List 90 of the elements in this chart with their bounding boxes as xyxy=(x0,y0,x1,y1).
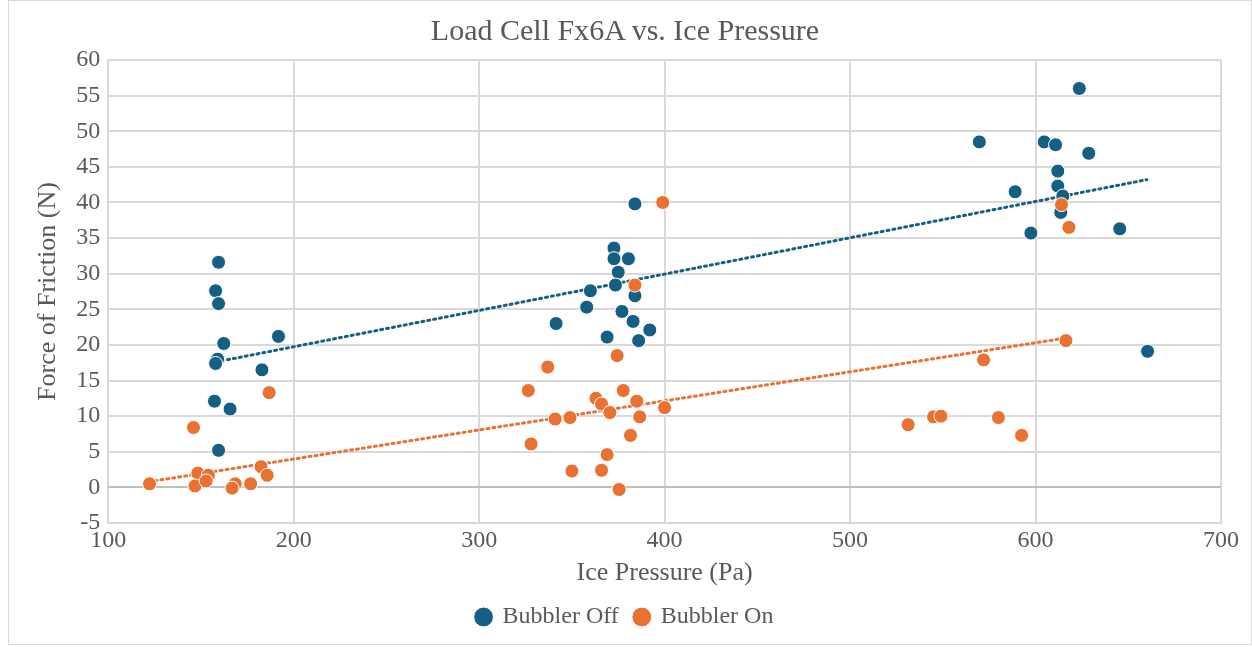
point xyxy=(523,436,539,452)
point xyxy=(211,296,227,312)
point xyxy=(1071,80,1087,96)
point xyxy=(208,283,224,299)
x-tick-label: 700 xyxy=(1203,525,1239,552)
point xyxy=(579,299,595,315)
point xyxy=(1023,225,1039,241)
point xyxy=(606,251,622,267)
point xyxy=(1140,343,1156,359)
point xyxy=(1054,197,1069,213)
point xyxy=(562,410,578,426)
point xyxy=(582,283,598,299)
point xyxy=(211,254,227,270)
point xyxy=(631,333,647,349)
x-tick-label: 400 xyxy=(646,525,683,552)
y-tick-label: 15 xyxy=(76,365,101,392)
point xyxy=(657,400,673,416)
point xyxy=(1014,427,1030,443)
point xyxy=(198,473,214,489)
y-tick-label: 30 xyxy=(76,258,101,285)
x-tick-label: 600 xyxy=(1017,525,1054,552)
point xyxy=(254,362,270,378)
point xyxy=(564,463,580,479)
point xyxy=(602,405,618,421)
point xyxy=(1048,137,1064,153)
point xyxy=(609,348,625,364)
x-tick-label: 500 xyxy=(832,525,869,552)
point xyxy=(632,409,648,425)
point xyxy=(1050,163,1066,179)
y-tick-label: 25 xyxy=(76,294,101,321)
x-axis-title: Ice Pressure (Pa) xyxy=(576,557,753,587)
point xyxy=(599,329,615,345)
point xyxy=(642,322,658,338)
point xyxy=(599,447,615,463)
point xyxy=(620,251,636,267)
point xyxy=(933,408,949,424)
point xyxy=(142,476,158,492)
point xyxy=(547,411,563,427)
y-tick-label: 55 xyxy=(76,80,101,107)
point xyxy=(1112,221,1128,237)
point xyxy=(187,478,203,494)
point xyxy=(610,264,626,280)
point xyxy=(261,385,277,401)
point xyxy=(540,359,556,375)
point xyxy=(607,277,623,293)
y-tick-label: 10 xyxy=(76,401,101,428)
point xyxy=(270,328,286,344)
point xyxy=(625,313,641,329)
point xyxy=(976,352,992,368)
point xyxy=(971,134,987,150)
point xyxy=(1007,184,1023,200)
point xyxy=(222,401,238,417)
point xyxy=(990,410,1006,426)
y-tick-label: 45 xyxy=(76,152,101,179)
point xyxy=(594,462,610,478)
point xyxy=(243,476,259,492)
point xyxy=(1061,219,1077,235)
point xyxy=(1081,145,1097,161)
point xyxy=(211,442,227,458)
y-tick-label: 60 xyxy=(76,45,101,72)
y-tick-label: 5 xyxy=(88,437,101,464)
x-tick-label: 200 xyxy=(275,525,312,552)
y-tick-label: 0 xyxy=(88,472,101,499)
point xyxy=(627,196,643,212)
point xyxy=(216,336,232,351)
point xyxy=(520,383,536,399)
point xyxy=(627,277,643,293)
point xyxy=(655,194,671,210)
point xyxy=(208,355,224,371)
point xyxy=(548,316,564,332)
point xyxy=(615,383,631,399)
y-axis-title: Force of Friction (N) xyxy=(32,182,62,401)
legend-label: Bubbler On xyxy=(660,602,774,629)
y-tick-label: 35 xyxy=(76,223,101,250)
x-tick-label: 300 xyxy=(461,525,498,552)
point xyxy=(900,417,916,433)
y-tick-label: 20 xyxy=(76,330,101,357)
point xyxy=(614,303,630,319)
point xyxy=(1058,333,1074,349)
point xyxy=(611,482,627,498)
point xyxy=(186,420,202,436)
point xyxy=(224,480,240,496)
legend-label: Bubbler Off xyxy=(502,602,619,629)
chart-title: Load Cell Fx6A vs. Ice Pressure xyxy=(430,12,820,46)
point xyxy=(622,427,638,443)
point xyxy=(629,393,645,409)
point xyxy=(206,393,222,409)
y-tick-label: 40 xyxy=(76,187,101,214)
y-tick-label: 50 xyxy=(76,116,101,143)
point xyxy=(259,467,275,483)
